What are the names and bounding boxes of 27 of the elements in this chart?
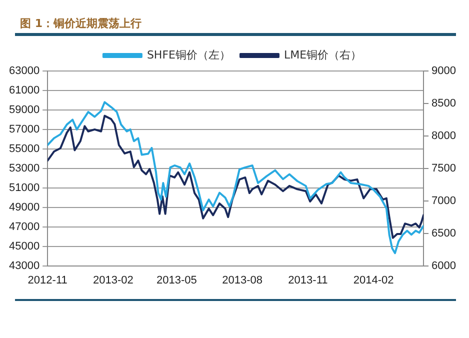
x-tick-label: 2012-11 (28, 274, 68, 286)
x-tick-label: 2013-05 (156, 274, 197, 286)
chart-title: 图 1：铜价近期震荡上行 (20, 16, 142, 31)
x-tick-label: 2013-02 (93, 274, 134, 286)
y-tick-label: 57000 (8, 123, 40, 136)
y2-tick-label: 8500 (432, 98, 456, 110)
y-tick-label: 43000 (8, 260, 40, 272)
y2-tick-label: 6500 (432, 227, 456, 240)
legend-label: SHFE铜价（左） (146, 48, 230, 62)
y-tick-label: 45000 (8, 240, 40, 252)
x-tick-label: 2013-08 (222, 274, 263, 286)
y-tick-label: 55000 (8, 142, 40, 155)
y-tick-label: 59000 (8, 104, 40, 116)
y2-tick-label: 7500 (432, 162, 456, 174)
y-tick-label: 61000 (8, 84, 40, 97)
y2-tick-label: 9000 (432, 65, 456, 78)
y2-tick-label: 6000 (432, 260, 456, 272)
y2-tick-label: 7000 (432, 194, 456, 207)
x-tick-label: 2014-02 (353, 274, 394, 286)
y-tick-label: 47000 (8, 220, 40, 233)
x-tick-label: 2013-11 (288, 274, 328, 286)
y2-tick-label: 8000 (432, 130, 456, 142)
y-tick-label: 51000 (8, 182, 40, 194)
y-tick-label: 53000 (8, 162, 40, 174)
y-tick-label: 63000 (8, 65, 40, 78)
legend-label: LME铜价（右） (284, 48, 362, 62)
y-tick-label: 49000 (8, 201, 40, 214)
